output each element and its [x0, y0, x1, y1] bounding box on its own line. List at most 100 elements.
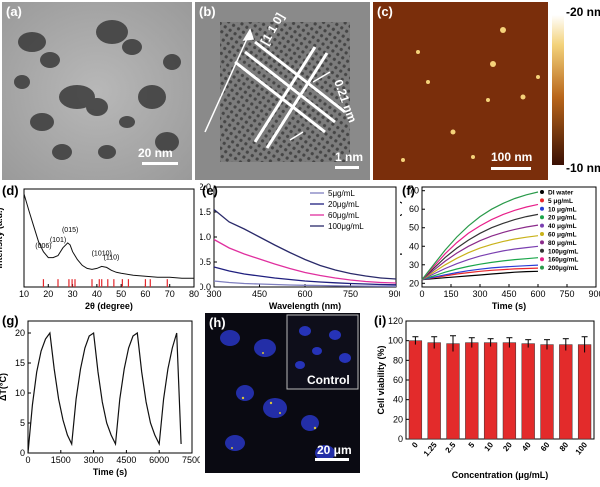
- panel-h-fluorescence-image: (h) Control 20 μm: [205, 313, 360, 473]
- y-axis-label: Intensity (a.u.): [0, 207, 4, 268]
- bar: [502, 342, 517, 440]
- temperature-series-line: [421, 264, 539, 281]
- x-tick-label: 900: [588, 289, 600, 299]
- x-tick-label: 600: [297, 289, 312, 299]
- legend-marker: [540, 206, 544, 211]
- x-tick-label: 0: [410, 440, 420, 450]
- x-tick-label: 1.25: [422, 440, 439, 458]
- y-tick-label: 0.0: [200, 282, 211, 292]
- temperature-series-line: [421, 267, 539, 281]
- afm-colorbar: -20 nm -10 nm: [552, 5, 600, 180]
- bar: [559, 344, 573, 440]
- y-tick-label: 30: [409, 260, 419, 270]
- legend-label: 20 μg/mL: [548, 215, 577, 222]
- y-tick-label: 40: [393, 395, 403, 405]
- x-tick-label: 30: [68, 289, 78, 299]
- legend-label: 60μg/mL: [328, 211, 360, 220]
- peak-label: (1010): [92, 251, 112, 258]
- y-tick-label: 2.0: [200, 183, 211, 192]
- hrtem-lattice: [195, 2, 370, 180]
- panel-label: (a): [6, 4, 22, 19]
- legend-label: 200μg/mL: [548, 265, 578, 272]
- panel-label: (d): [2, 183, 19, 198]
- absorbance-series-line: [213, 266, 397, 286]
- y-axis-label: Temperature (°C): [400, 201, 402, 273]
- panel-d-xrd-chart: (d) 10 20 30 40 50 60 70 80 2θ (degree) Intensity…: [0, 183, 200, 313]
- cycling-chart: 0 1500 3000 4500 6000 7500 0 5 10 15 20 Time (s) ΔT(…: [0, 320, 202, 477]
- y-tick-label: 80: [393, 355, 403, 365]
- bar: [521, 343, 535, 440]
- legend-marker: [540, 265, 544, 270]
- heating-cooling-curve: [27, 331, 182, 454]
- x-tick-label: 150: [443, 289, 458, 299]
- x-axis-label: Wavelength (nm): [269, 301, 341, 311]
- x-tick-label: 70: [165, 289, 175, 299]
- bar: [540, 344, 554, 440]
- panel-a-tem-image: (a) 20 nm: [2, 2, 192, 180]
- panel-i-viability-chart: (i) 0 20 40 60 80 100 120 Cell viability (%) 0 1.…: [372, 313, 600, 482]
- x-tick-label: 1500: [51, 455, 71, 465]
- x-tick-label: 300: [206, 289, 221, 299]
- x-tick-label: 450: [252, 289, 267, 299]
- panel-e-absorbance-chart: (e) 300 450 600 750 900 0.0 0.5 1.0 1.5 2.0 Wavele…: [184, 182, 404, 313]
- x-tick-label: 100: [574, 440, 590, 456]
- x-tick-label: 0: [419, 289, 424, 299]
- legend-marker: [540, 240, 544, 245]
- x-tick-label: 600: [530, 289, 545, 299]
- legend-label: 20μg/mL: [328, 200, 360, 209]
- legend-label: 5μg/mL: [328, 189, 355, 198]
- panel-b-hrtem-image: (b) [1 1 0] 0.21 nm 1 nm: [195, 2, 370, 180]
- temperature-series-line: [421, 213, 539, 281]
- panel-f-temperature-chart: (f) 0 150 300 450 600 750 900 20 30 40 50 60 70 Time …: [392, 183, 600, 313]
- x-tick-label: 0: [25, 455, 30, 465]
- x-axis-label: Time (s): [93, 467, 127, 477]
- absorbance-series-line: [213, 280, 397, 287]
- legend-marker: [540, 232, 544, 236]
- y-tick-label: 20: [409, 278, 419, 288]
- colorbar-bottom-label: -10 nm: [566, 161, 600, 175]
- inset-label: Control: [307, 373, 350, 387]
- absorbance-series-line: [213, 208, 397, 280]
- xrd-curve: [23, 193, 194, 279]
- x-tick-label: 2.5: [443, 440, 457, 455]
- x-tick-label: 300: [472, 289, 487, 299]
- temperature-chart: 0 150 300 450 600 750 900 20 30 40 50 60 70 Time (s) T…: [392, 186, 600, 311]
- x-tick-label: 4500: [116, 455, 136, 465]
- legend-label: DI water: [548, 190, 574, 197]
- panel-label: (b): [199, 4, 216, 19]
- xrd-chart: 10 20 30 40 50 60 70 80 2θ (degree) Intensity (a.…: [0, 188, 199, 311]
- y-tick-label: 20: [393, 414, 403, 424]
- legend-label: 60 μg/mL: [548, 232, 577, 239]
- absorbance-series-line: [213, 238, 397, 284]
- temperature-series-line: [421, 257, 539, 281]
- x-tick-label: 80: [558, 440, 571, 453]
- x-tick-label: 60: [140, 289, 150, 299]
- x-tick-label: 40: [520, 440, 533, 453]
- plot-frame: [23, 188, 195, 288]
- legend-label: 40 μg/mL: [548, 223, 577, 230]
- y-tick-label: 60: [393, 375, 403, 385]
- fluorescence-cells: [205, 313, 360, 473]
- x-tick-label: 450: [501, 289, 516, 299]
- temperature-series-line: [421, 224, 539, 281]
- x-tick-label: 10: [483, 440, 496, 453]
- y-tick-label: 100: [388, 336, 403, 346]
- plot-frame: [27, 320, 193, 454]
- y-tick-label: 70: [409, 186, 419, 196]
- peak-label: (110): [104, 255, 120, 262]
- x-tick-label: 5: [467, 440, 477, 450]
- scale-bar-label: 1 nm: [335, 150, 364, 164]
- x-tick-label: 7500: [182, 455, 200, 465]
- y-tick-label: 50: [409, 223, 419, 233]
- bar: [577, 344, 592, 440]
- x-tick-label: 3000: [84, 455, 104, 465]
- y-tick-label: 5: [20, 418, 25, 428]
- panel-c-afm-image: (c) 100 nm: [373, 2, 548, 180]
- panel-label: (c): [377, 4, 393, 19]
- y-tick-label: 0: [398, 434, 403, 444]
- legend-marker: [540, 248, 544, 253]
- x-tick-label: 60: [539, 440, 552, 453]
- legend-marker: [540, 190, 544, 194]
- y-tick-label: 10: [15, 388, 25, 398]
